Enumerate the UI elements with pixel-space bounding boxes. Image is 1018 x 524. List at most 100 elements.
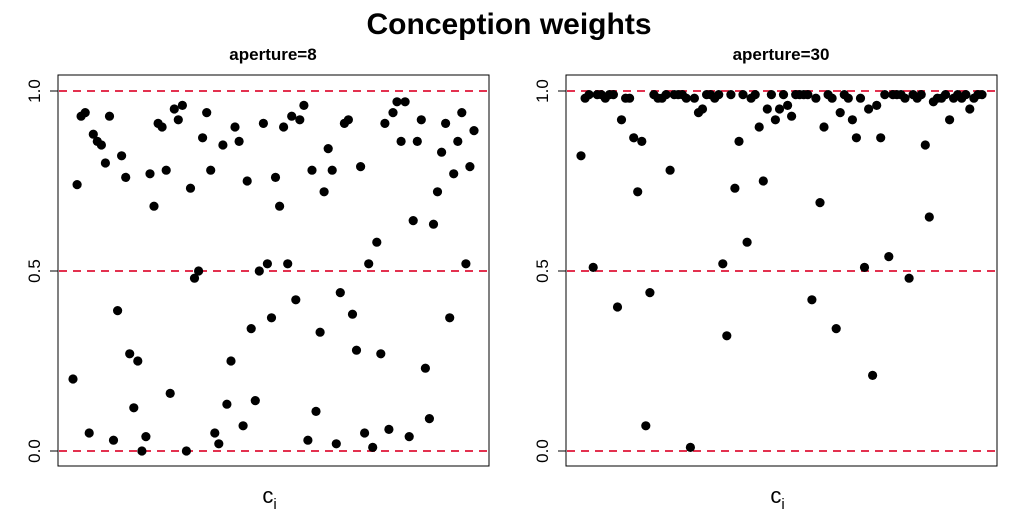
data-point <box>722 331 732 341</box>
data-point <box>612 302 623 312</box>
data-point <box>584 90 594 100</box>
data-point <box>665 165 675 175</box>
data-point <box>100 158 110 168</box>
data-point <box>457 108 467 118</box>
data-point <box>738 90 748 100</box>
data-point <box>916 90 926 100</box>
data-point <box>141 432 151 442</box>
data-point <box>181 446 191 456</box>
data-point <box>275 201 285 211</box>
data-point <box>283 259 293 269</box>
data-point <box>117 151 127 161</box>
data-point <box>811 93 821 103</box>
data-point <box>637 136 647 146</box>
data-point <box>121 172 131 182</box>
data-point <box>774 104 785 114</box>
data-point <box>718 259 728 269</box>
data-point <box>96 140 106 150</box>
data-point <box>125 349 135 359</box>
panel-title: aperture=8 <box>229 45 316 64</box>
data-point <box>576 151 586 161</box>
x-axis-label: ci <box>770 483 784 513</box>
data-point <box>734 136 744 146</box>
data-point <box>641 421 651 431</box>
data-point <box>254 266 264 276</box>
data-point <box>149 201 159 211</box>
data-point <box>465 162 475 172</box>
data-point <box>129 403 139 413</box>
data-point <box>625 93 635 103</box>
data-point <box>238 421 248 431</box>
data-point <box>787 111 797 121</box>
data-point <box>864 104 874 114</box>
data-point <box>266 313 277 323</box>
data-point <box>449 169 459 179</box>
data-point <box>262 259 272 269</box>
data-point <box>924 212 934 222</box>
data-point <box>218 140 228 150</box>
data-point <box>210 428 220 438</box>
panel-title: aperture=30 <box>733 45 830 64</box>
data-point <box>904 273 914 283</box>
data-point <box>645 288 655 298</box>
data-point <box>206 165 216 175</box>
data-point <box>165 388 175 398</box>
data-point <box>185 183 196 193</box>
data-point <box>827 93 837 103</box>
data-point <box>681 93 691 103</box>
data-point <box>360 428 370 438</box>
data-point <box>633 187 643 197</box>
panel-1: aperture=8 0.0 0.5 1.0 ci <box>25 45 490 513</box>
data-point <box>351 345 362 355</box>
data-point <box>287 111 297 121</box>
data-point <box>214 439 224 449</box>
y-tick-label: 0.5 <box>533 259 552 283</box>
data-point <box>279 122 289 132</box>
data-point <box>920 140 930 150</box>
data-point <box>940 90 951 100</box>
data-point <box>766 90 777 100</box>
data-point <box>226 356 236 366</box>
data-point <box>291 295 301 305</box>
data-point <box>258 118 268 128</box>
data-point <box>157 122 167 132</box>
data-point <box>230 122 240 132</box>
data-point <box>400 97 410 107</box>
data-point <box>412 136 422 146</box>
data-point <box>327 165 337 175</box>
data-point <box>428 219 439 229</box>
y-tick-label: 0.5 <box>25 259 44 283</box>
data-point <box>315 327 325 337</box>
data-point <box>303 435 313 445</box>
data-point <box>469 126 479 136</box>
data-point <box>368 442 378 452</box>
data-point <box>872 100 882 110</box>
data-point <box>847 115 858 125</box>
data-point <box>392 97 402 107</box>
data-point <box>714 90 724 100</box>
data-point <box>88 129 98 139</box>
data-point <box>762 104 772 114</box>
data-point <box>108 435 119 445</box>
data-point <box>270 172 281 182</box>
data-point <box>295 115 305 125</box>
data-point <box>819 122 829 132</box>
data-point <box>161 165 171 175</box>
data-point <box>835 108 845 118</box>
y-tick-label: 0.0 <box>533 439 552 463</box>
data-point <box>376 349 386 359</box>
data-point <box>388 108 398 118</box>
data-point <box>697 104 708 114</box>
x-axis-label: ci <box>262 483 276 513</box>
data-point <box>945 115 955 125</box>
data-point <box>880 90 890 100</box>
data-point <box>689 93 700 103</box>
data-point <box>396 136 406 146</box>
data-point <box>335 288 345 298</box>
data-point <box>250 396 260 406</box>
data-point <box>364 259 374 269</box>
data-point <box>84 428 94 438</box>
data-point <box>726 90 736 100</box>
data-point <box>629 133 639 143</box>
